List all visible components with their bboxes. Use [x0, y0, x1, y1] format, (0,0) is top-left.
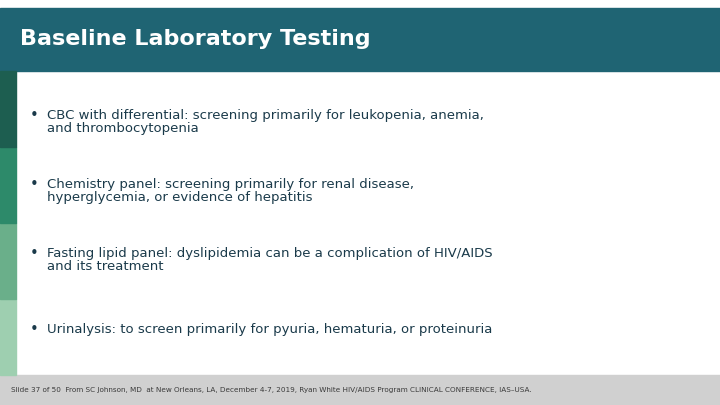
Text: •: • — [30, 322, 39, 337]
Text: •: • — [30, 177, 39, 192]
Text: and thrombocytopenia: and thrombocytopenia — [47, 122, 199, 135]
Text: •: • — [30, 247, 39, 262]
Bar — [0, 71, 16, 147]
Text: Chemistry panel: screening primarily for renal disease,: Chemistry panel: screening primarily for… — [47, 178, 414, 191]
Text: and its treatment: and its treatment — [47, 260, 163, 273]
Bar — [0, 299, 16, 375]
Bar — [0, 223, 16, 299]
Text: •: • — [30, 108, 39, 123]
Text: hyperglycemia, or evidence of hepatitis: hyperglycemia, or evidence of hepatitis — [47, 191, 312, 204]
Text: Slide 37 of 50  From SC Johnson, MD  at New Orleans, LA, December 4-7, 2019, Rya: Slide 37 of 50 From SC Johnson, MD at Ne… — [11, 387, 531, 393]
Text: Urinalysis: to screen primarily for pyuria, hematuria, or proteinuria: Urinalysis: to screen primarily for pyur… — [47, 323, 492, 336]
Text: CBC with differential: screening primarily for leukopenia, anemia,: CBC with differential: screening primari… — [47, 109, 484, 122]
Bar — [0, 147, 16, 223]
Bar — [0, 375, 720, 405]
Bar — [0, 8, 720, 71]
Text: Fasting lipid panel: dyslipidemia can be a complication of HIV/AIDS: Fasting lipid panel: dyslipidemia can be… — [47, 247, 492, 260]
Text: Baseline Laboratory Testing: Baseline Laboratory Testing — [20, 30, 371, 49]
